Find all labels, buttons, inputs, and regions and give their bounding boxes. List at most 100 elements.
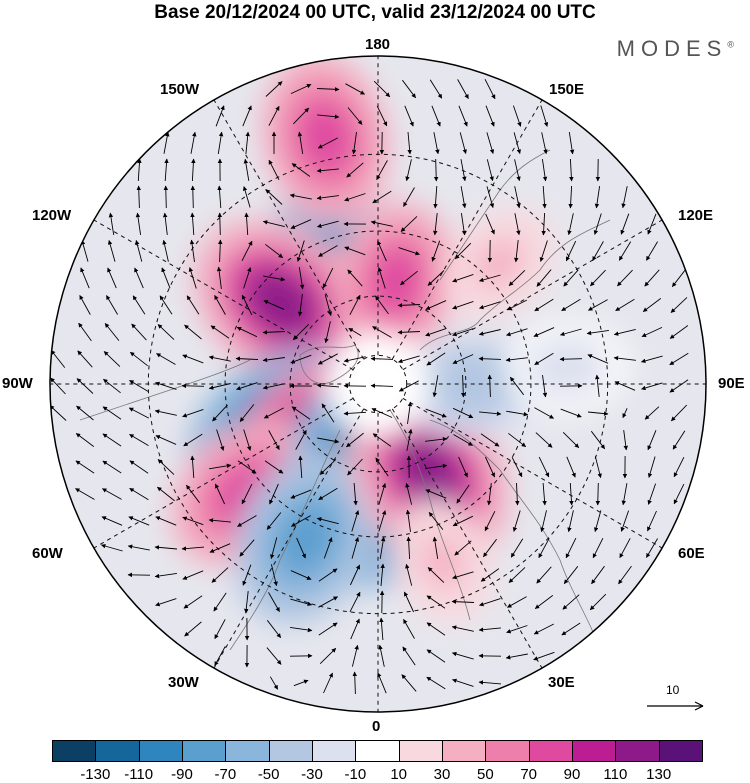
wind-vector-24 [217, 131, 224, 154]
colorbar-tick-1: -110 [124, 766, 154, 783]
wind-vector-327 [673, 483, 685, 505]
wind-vector-265 [243, 429, 252, 451]
colorbar-tick-10: 70 [520, 766, 537, 783]
wind-vector-350 [127, 544, 150, 551]
wind-vector-60 [242, 186, 251, 208]
wind-vector-197 [317, 353, 338, 365]
wind-vector-349 [100, 543, 123, 552]
wind-vector-339 [405, 509, 411, 532]
wind-vector-77 [162, 212, 168, 235]
map-title: Base 20/12/2024 00 UTC, valid 23/12/2024… [154, 2, 596, 23]
colorbar-tick-13: 130 [646, 766, 672, 783]
colorbar-tick-4: -50 [257, 766, 280, 783]
wind-vector-399 [426, 595, 446, 609]
lon-label-30w: 30W [168, 674, 199, 691]
wind-vector-44 [291, 163, 311, 177]
brand-name: MODES [616, 36, 728, 61]
wind-vector-255 [587, 411, 609, 416]
wind-vector-368 [619, 538, 631, 559]
wind-vector-177 [425, 327, 447, 337]
wind-vector-66 [403, 187, 415, 207]
wind-vector-2 [316, 87, 340, 92]
wind-vector-317 [405, 482, 413, 505]
wind-vector-61 [265, 189, 283, 205]
wind-vector-107 [377, 240, 387, 262]
wind-vector-74 [621, 186, 628, 209]
wind-vector-118 [80, 267, 90, 289]
wind-vector-108 [398, 247, 420, 256]
wind-vector-283 [102, 460, 122, 474]
wind-vector-185 [641, 326, 663, 338]
wind-vector-80 [244, 212, 249, 236]
wind-vector-192 [182, 354, 204, 364]
wind-vector-320 [486, 483, 492, 506]
wind-vector-299 [538, 456, 550, 478]
wind-vector-316 [378, 482, 387, 505]
wind-vector-136 [563, 269, 579, 287]
wind-vector-137 [590, 269, 606, 287]
wind-vector-353 [209, 543, 231, 553]
wind-vector-437 [352, 671, 357, 695]
wind-vector-362 [454, 540, 472, 556]
map-border [49, 55, 707, 713]
wind-vector-100 [189, 239, 195, 262]
wind-vector-315 [353, 482, 358, 506]
wind-vector-183 [586, 329, 609, 336]
wind-vector-332 [208, 518, 231, 523]
wind-vector-219 [262, 383, 285, 390]
wind-vector-141 [79, 295, 91, 315]
wind-vector-340 [428, 512, 444, 530]
wind-vector-356 [296, 537, 306, 559]
wind-vector-46 [346, 162, 364, 178]
wind-vector-367 [592, 537, 604, 559]
wind-vector-3 [345, 83, 365, 95]
wind-vector-34 [486, 132, 495, 155]
wind-vector-150 [324, 294, 333, 317]
wind-vector-372 [182, 570, 204, 580]
wind-vector-17 [431, 105, 441, 127]
wind-vector-235 [50, 405, 67, 421]
wind-vector-14 [347, 107, 363, 125]
wind-vector-171 [262, 330, 286, 335]
wind-vector-303 [647, 456, 656, 478]
wind-vector-263 [183, 433, 203, 447]
wind-vector-57 [163, 185, 169, 209]
wind-vector-300 [566, 456, 576, 478]
wind-vector-105 [318, 245, 338, 257]
wind-vector-275 [508, 432, 527, 448]
wind-vector-395 [318, 596, 338, 608]
wind-vector-243 [263, 407, 284, 419]
wind-vector-203 [478, 356, 502, 361]
wind-vector-95 [647, 213, 657, 235]
wind-vector-221 [316, 383, 340, 388]
wind-vector-334 [266, 512, 282, 530]
wind-vector-412 [350, 618, 360, 640]
wind-vector-156 [479, 301, 501, 310]
colorbar-cell-4 [225, 740, 270, 762]
wind-vector-79 [217, 212, 223, 236]
wind-vector-9 [215, 105, 225, 127]
wind-vector-239 [154, 409, 177, 416]
wind-vector-155 [452, 300, 474, 310]
wind-vector-212 [76, 378, 94, 394]
wind-vector-280 [647, 430, 657, 451]
wind-vector-359 [379, 536, 386, 559]
wind-vector-72 [568, 185, 573, 209]
wind-vector-285 [157, 459, 175, 475]
wind-vector-260 [102, 433, 122, 447]
wind-vector-199 [370, 356, 394, 361]
colorbar-tick-11: 90 [563, 766, 581, 783]
wind-vector-51 [486, 159, 494, 182]
wind-vector-159 [561, 298, 581, 312]
wind-vector-161 [615, 298, 635, 312]
wind-vector-326 [647, 483, 657, 505]
wind-vector-135 [536, 269, 552, 287]
wind-vector-179 [478, 329, 501, 336]
wind-vector-237 [102, 406, 122, 420]
wind-vector-242 [239, 404, 255, 422]
wind-vector-435 [293, 679, 309, 687]
pole-neutral-area [326, 332, 430, 436]
colorbar-tick-5: -30 [301, 766, 323, 783]
wind-vector-430 [451, 651, 474, 660]
lon-label-0: 0 [372, 718, 381, 735]
